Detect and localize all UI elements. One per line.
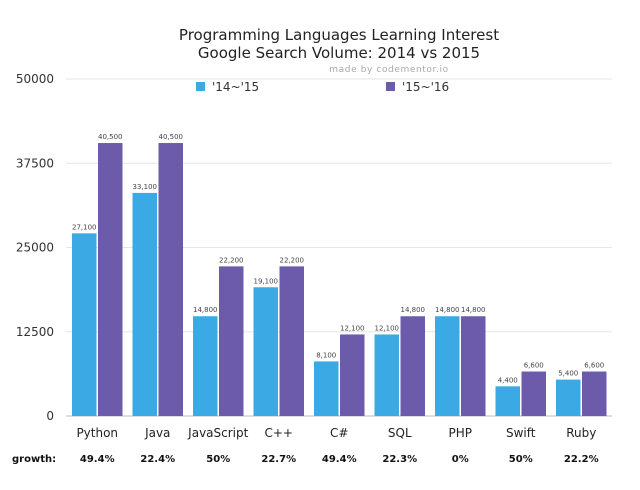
x-category-label: Python (76, 426, 118, 440)
bar-java-series-0 (132, 192, 157, 416)
bars-group (72, 143, 607, 416)
data-label: 6,600 (584, 362, 604, 370)
data-label: 12,100 (340, 324, 365, 332)
y-tick-label: 50000 (16, 72, 54, 86)
chart-subtitle: Google Search Volume: 2014 vs 2015 (198, 44, 480, 62)
growth-value: 50% (206, 454, 230, 465)
data-label: 14,800 (461, 306, 486, 314)
x-axis: Python Java JavaScript C++ C# SQL PHP Swift Ruby (76, 426, 596, 440)
bar-csharp-series-1 (340, 334, 365, 416)
data-label: 27,100 (72, 223, 97, 231)
legend-swatch-14-15 (196, 82, 205, 91)
y-tick-label: 12500 (16, 325, 54, 339)
legend-label-14-15: '14~'15 (212, 80, 259, 94)
bar-ruby-series-0 (556, 379, 581, 416)
bar-php-series-0 (435, 316, 460, 416)
bar-sql-series-0 (374, 334, 399, 416)
data-label: 22,200 (219, 256, 244, 264)
x-category-label: C++ (265, 426, 294, 440)
y-tick-label: 25000 (16, 241, 54, 255)
data-label: 14,800 (435, 306, 460, 314)
x-category-label: SQL (388, 426, 412, 440)
growth-value: 22.7% (261, 454, 296, 465)
bar-python-series-0 (72, 233, 97, 416)
growth-value: 50% (509, 454, 533, 465)
legend: '14~'15 '15~'16 (196, 80, 449, 94)
bar-javascript-series-0 (193, 316, 218, 416)
growth-value: 22.2% (564, 454, 599, 465)
data-label: 40,500 (98, 133, 123, 141)
x-category-label: JavaScript (187, 426, 248, 440)
x-category-label: Java (144, 426, 170, 440)
bar-java-series-1 (158, 143, 183, 416)
x-category-label: PHP (449, 426, 473, 440)
data-label: 5,400 (558, 370, 578, 378)
data-label: 8,100 (316, 351, 336, 359)
data-label: 22,200 (280, 256, 305, 264)
legend-label-15-16: '15~'16 (402, 80, 449, 94)
x-category-label: C# (330, 426, 348, 440)
y-tick-label: 0 (46, 409, 54, 423)
growth-value: 49.4% (80, 454, 115, 465)
bar-csharp-series-0 (314, 361, 339, 416)
bar-ruby-series-1 (582, 371, 607, 416)
data-label: 33,100 (133, 183, 158, 191)
data-label: 40,500 (159, 133, 184, 141)
growth-value: 49.4% (322, 454, 357, 465)
bar-cplusplus-series-0 (253, 287, 278, 416)
bar-php-series-1 (461, 316, 486, 416)
data-label: 4,400 (498, 376, 518, 384)
data-label: 6,600 (524, 362, 544, 370)
data-label: 19,100 (254, 277, 279, 285)
bar-swift-series-0 (495, 386, 520, 416)
data-label: 14,800 (193, 306, 218, 314)
growth-label: growth: (12, 454, 56, 465)
data-labels-group: 27,100 40,500 33,100 40,500 14,800 22,200 19,1… (72, 133, 604, 384)
bar-cplusplus-series-1 (279, 266, 304, 416)
bar-sql-series-1 (400, 316, 425, 416)
growth-value: 22.4% (140, 454, 175, 465)
growth-value: 22.3% (382, 454, 417, 465)
growth-value: 0% (452, 454, 469, 465)
bar-python-series-1 (98, 143, 123, 416)
data-label: 14,800 (401, 306, 426, 314)
x-category-label: Swift (506, 426, 536, 440)
bar-javascript-series-1 (219, 266, 244, 416)
chart-credit: made by codementor.io (329, 65, 448, 75)
bar-swift-series-1 (521, 371, 546, 416)
x-category-label: Ruby (566, 426, 596, 440)
chart-title: Programming Languages Learning Interest (179, 26, 499, 44)
legend-swatch-15-16 (386, 82, 395, 91)
growth-row: growth: 49.4% 22.4% 50% 22.7% 49.4% 22.3% 0% 50… (12, 454, 599, 465)
y-tick-label: 37500 (16, 156, 54, 170)
data-label: 12,100 (375, 324, 400, 332)
y-axis: 0 12500 25000 37500 50000 (16, 72, 54, 423)
